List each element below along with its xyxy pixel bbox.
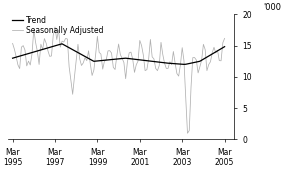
Trend bbox=[11, 57, 14, 59]
Seasonally Adjusted bbox=[103, 60, 106, 62]
Trend bbox=[62, 44, 66, 46]
Trend bbox=[223, 46, 226, 48]
Trend bbox=[32, 51, 35, 53]
Trend bbox=[156, 61, 159, 63]
Trend bbox=[212, 52, 216, 54]
Seasonally Adjusted bbox=[62, 41, 66, 43]
Trend bbox=[145, 60, 149, 62]
Trend bbox=[103, 59, 106, 61]
Seasonally Adjusted bbox=[11, 42, 14, 44]
Seasonally Adjusted bbox=[145, 69, 149, 71]
Line: Trend: Trend bbox=[13, 44, 225, 64]
Seasonally Adjusted bbox=[212, 46, 216, 48]
Seasonally Adjusted bbox=[223, 37, 226, 39]
Seasonally Adjusted bbox=[53, 26, 57, 28]
Seasonally Adjusted bbox=[156, 70, 159, 72]
Seasonally Adjusted bbox=[32, 29, 35, 31]
Trend bbox=[60, 43, 64, 45]
Legend: Trend, Seasonally Adjusted: Trend, Seasonally Adjusted bbox=[12, 16, 104, 35]
Text: '000: '000 bbox=[263, 3, 281, 12]
Line: Seasonally Adjusted: Seasonally Adjusted bbox=[13, 27, 225, 133]
Trend bbox=[182, 63, 186, 65]
Seasonally Adjusted bbox=[186, 132, 189, 134]
